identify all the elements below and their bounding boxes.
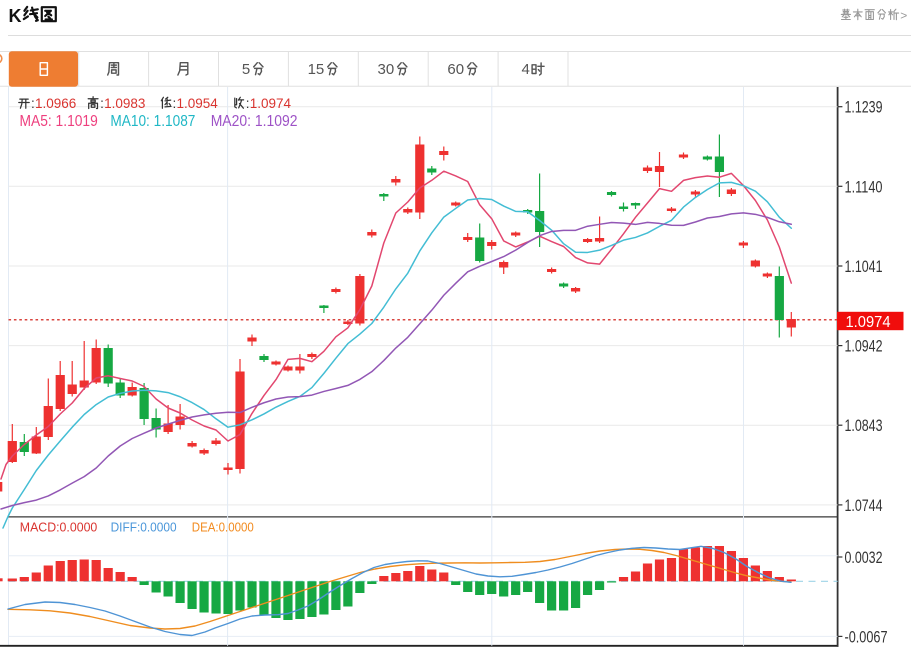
svg-text:1.0966: 1.0966 — [35, 96, 76, 111]
svg-text:1.1140: 1.1140 — [845, 177, 883, 196]
svg-text:-0.0067: -0.0067 — [845, 627, 888, 646]
svg-text:15: 15 — [308, 61, 325, 78]
svg-text:1.1041: 1.1041 — [845, 257, 883, 276]
svg-text:1.0983: 1.0983 — [104, 96, 145, 111]
svg-text:4: 4 — [522, 61, 530, 78]
svg-text:DIFF:0.0000: DIFF:0.0000 — [111, 520, 177, 535]
svg-text::: : — [31, 96, 35, 111]
svg-text:MA20: 1.1092: MA20: 1.1092 — [211, 113, 298, 130]
svg-text:0.0032: 0.0032 — [845, 548, 883, 567]
svg-text:1.0974: 1.0974 — [846, 314, 891, 331]
svg-text:MA10: 1.1087: MA10: 1.1087 — [110, 113, 195, 130]
svg-text:1.0942: 1.0942 — [845, 337, 883, 356]
svg-text:MA5: 1.1019: MA5: 1.1019 — [20, 113, 98, 130]
svg-text::: : — [173, 96, 177, 111]
svg-text::: : — [100, 96, 104, 111]
svg-text:MACD:0.0000: MACD:0.0000 — [20, 520, 98, 535]
svg-text:1.0843: 1.0843 — [845, 416, 883, 435]
svg-text:1.0954: 1.0954 — [177, 96, 219, 111]
svg-text:K: K — [9, 6, 22, 26]
svg-text:1.0744: 1.0744 — [845, 496, 883, 515]
svg-text:1.1239: 1.1239 — [845, 98, 883, 117]
svg-text:30: 30 — [378, 61, 395, 78]
svg-text:60: 60 — [447, 61, 464, 78]
svg-text:5: 5 — [242, 61, 250, 78]
svg-text:DEA:0.0000: DEA:0.0000 — [192, 520, 254, 535]
svg-text::: : — [246, 96, 250, 111]
svg-text:1.0974: 1.0974 — [250, 96, 292, 111]
svg-text:>: > — [900, 8, 907, 22]
